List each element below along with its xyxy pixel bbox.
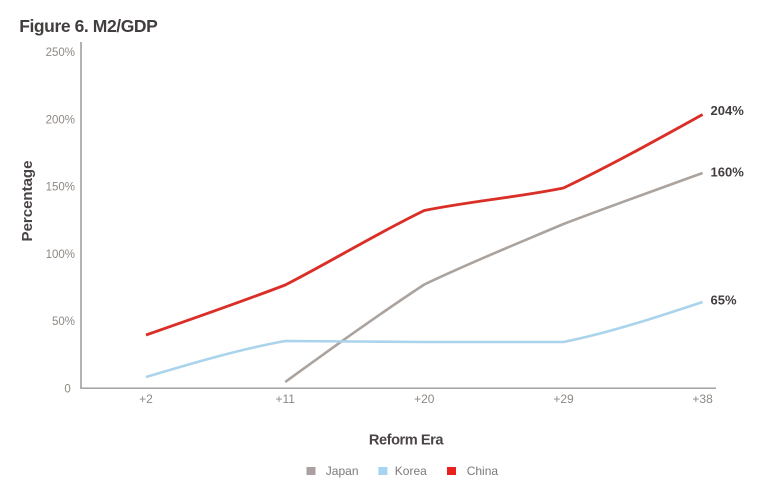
svg-text:200%: 200% xyxy=(46,114,75,126)
svg-text:Figure 6. M2/GDP: Figure 6. M2/GDP xyxy=(19,16,158,36)
svg-text:100%: 100% xyxy=(46,249,75,261)
svg-text:250%: 250% xyxy=(46,47,75,59)
svg-text:+29: +29 xyxy=(553,392,574,406)
svg-text:+2: +2 xyxy=(139,392,153,406)
svg-text:160%: 160% xyxy=(711,165,745,180)
svg-text:204%: 204% xyxy=(711,103,745,118)
svg-text:Reform Era: Reform Era xyxy=(369,433,445,449)
svg-text:+20: +20 xyxy=(414,392,435,406)
svg-text:50%: 50% xyxy=(52,316,75,328)
svg-text:65%: 65% xyxy=(711,293,737,308)
svg-text:Percentage: Percentage xyxy=(19,161,36,242)
svg-text:Korea: Korea xyxy=(395,464,427,478)
svg-text:150%: 150% xyxy=(46,182,75,194)
svg-text:+11: +11 xyxy=(275,392,295,406)
svg-text:0: 0 xyxy=(64,384,70,396)
svg-text:China: China xyxy=(467,464,499,478)
svg-text:Japan: Japan xyxy=(326,464,359,478)
svg-text:+38: +38 xyxy=(692,392,713,406)
